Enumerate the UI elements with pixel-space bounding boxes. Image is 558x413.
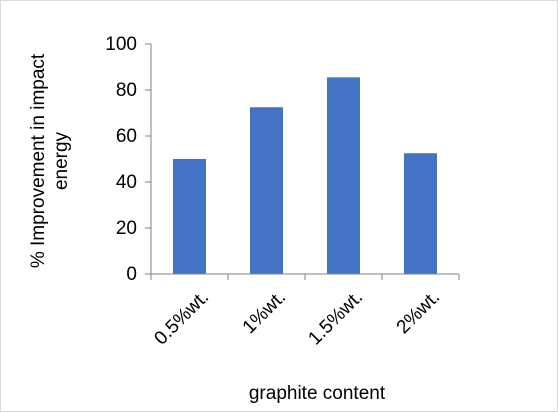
y-tick-label: 0 — [126, 264, 137, 285]
y-tick-label: 40 — [116, 172, 137, 193]
y-axis-title-line2: energy — [51, 131, 72, 190]
y-axis-title-line1: % Improvement in impact — [28, 53, 49, 268]
bar — [327, 77, 360, 274]
y-tick-label: 60 — [116, 126, 137, 147]
bar — [173, 159, 206, 274]
y-tick-label: 20 — [116, 218, 137, 239]
y-tick-label: 100 — [105, 34, 137, 55]
x-category-label: 0.5%wt. — [150, 287, 213, 350]
bars — [173, 77, 437, 274]
y-tick-marks — [145, 43, 151, 275]
x-category-labels: 0.5%wt. 1%wt. 1.5%wt. 2%wt. — [150, 287, 444, 350]
y-tick-label: 80 — [116, 80, 137, 101]
x-tick-marks — [150, 274, 460, 280]
y-tick-labels: 0 20 40 60 80 100 — [105, 34, 137, 285]
y-axis-title: % Improvement in impact energy — [28, 53, 72, 268]
x-category-label: 1.5%wt. — [304, 287, 367, 350]
x-category-label: 1%wt. — [239, 287, 290, 338]
x-axis-title: graphite content — [249, 383, 386, 404]
x-category-label: 2%wt. — [393, 287, 444, 338]
bar — [404, 153, 437, 274]
bar — [250, 107, 283, 274]
